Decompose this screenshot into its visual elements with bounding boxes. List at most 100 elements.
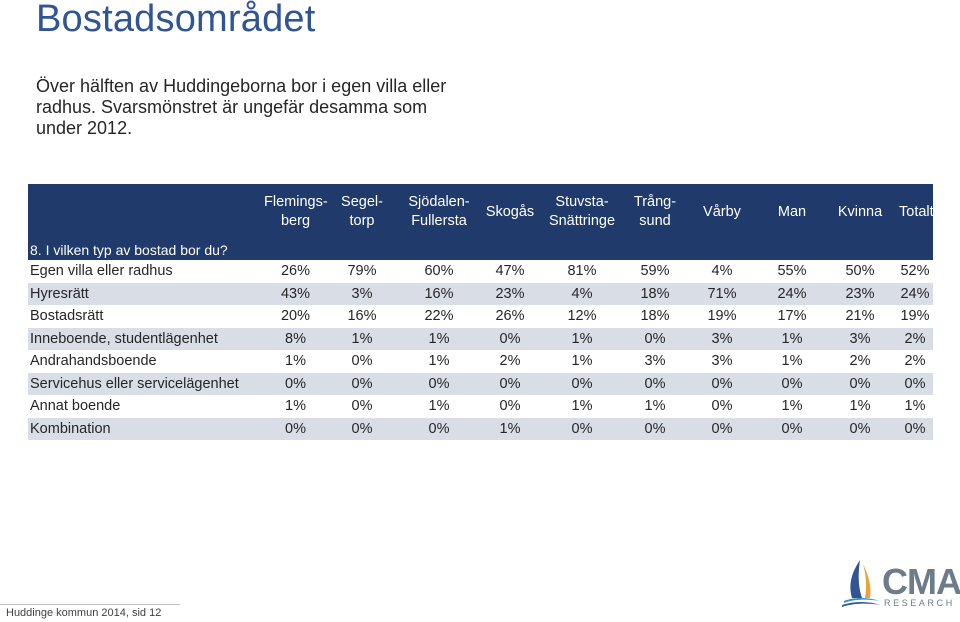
table-cell: 0% [683, 417, 761, 441]
table-cell: 1% [761, 395, 823, 418]
table-cell: 0% [483, 395, 537, 418]
column-header-line: Flemings- [264, 194, 328, 210]
table-cell: 1% [823, 395, 897, 418]
table-cell: 18% [627, 282, 683, 306]
column-header: Sjödalen- Fullersta [395, 184, 483, 240]
table-cell: 22% [395, 305, 483, 328]
table-cell: 24% [761, 282, 823, 306]
table-cell: 26% [262, 260, 329, 283]
table-row: Bostadsrätt 20% 16% 22% 26% 12% 18% 19% 17% 21% 19… [28, 305, 933, 328]
table-cell: 1% [483, 417, 537, 441]
table-row: Servicehus eller servicelägenhet 0% 0% 0% 0%… [28, 372, 933, 396]
column-header: Stuvsta- Snättringe [537, 184, 627, 240]
column-header-line: Vårby [703, 203, 741, 220]
column-header-line: Segel- [341, 194, 383, 210]
table-cell: 8% [262, 327, 329, 351]
results-table: Flemings-berg Segel-torp Sjödalen- Fullerst… [28, 184, 934, 441]
table-row: Egen villa eller radhus 26% 79% 60% 47% 81% 59… [28, 260, 933, 283]
table-cell: 4% [537, 282, 627, 306]
table-cell: 0% [329, 417, 395, 441]
sailboat-logo-icon [842, 560, 881, 607]
table-cell: 23% [483, 282, 537, 306]
table-cell: 0% [761, 372, 823, 396]
column-header-line: Kvinna [837, 203, 883, 220]
column-header-line: Snättringe [548, 213, 616, 229]
column-header: Vårby [683, 184, 761, 240]
row-label: Bostadsrätt [28, 305, 262, 328]
table-cell: 24% [897, 282, 933, 306]
footer-text: Huddinge kommun 2014, sid 12 [6, 607, 162, 619]
table-row: Inneboende, studentlägenhet 8% 1% 1% 0% 1% 0% 3… [28, 327, 933, 351]
table-cell: 23% [823, 282, 897, 306]
table-cell: 0% [897, 372, 933, 396]
table-row: Andrahandsboende 1% 0% 1% 2% 1% 3% 3% 1% 2% 2% [28, 350, 933, 373]
footer-divider [0, 604, 180, 605]
table-header-row: Flemings-berg Segel-torp Sjödalen- Fullerst… [28, 184, 934, 240]
column-header: Totalt [897, 184, 934, 240]
table-cell: 20% [262, 305, 329, 328]
table-cell: 2% [823, 350, 897, 373]
table-cell: 1% [262, 395, 329, 418]
table-cell: 0% [262, 372, 329, 396]
table-cell: 0% [823, 417, 897, 441]
table-cell: 52% [897, 260, 933, 283]
table-cell: 0% [395, 372, 483, 396]
table-cell: 3% [683, 350, 761, 373]
column-header-line: Sjödalen- [408, 194, 470, 210]
table-cell: 19% [897, 305, 933, 328]
table-cell: 1% [537, 327, 627, 351]
header-empty-cell [28, 184, 262, 240]
table-cell: 1% [395, 327, 483, 351]
table-cell: 71% [683, 282, 761, 306]
table-cell: 0% [627, 417, 683, 441]
table-row: Hyresrätt 43% 3% 16% 23% 4% 18% 71% 24% 23% 24% [28, 282, 933, 306]
table-cell: 1% [395, 395, 483, 418]
column-header: Segel-torp [329, 184, 395, 240]
table-cell: 16% [395, 282, 483, 306]
table-row: Annat boende 1% 0% 1% 0% 1% 1% 0% 1% 1% 1% [28, 395, 933, 418]
table-cell: 0% [329, 372, 395, 396]
table-cell: 81% [537, 260, 627, 283]
table-row: Kombination 0% 0% 0% 1% 0% 0% 0% 0% 0% 0% [28, 417, 933, 441]
table-cell: 3% [823, 327, 897, 351]
table-cell: 60% [395, 260, 483, 283]
table-cell: 0% [761, 417, 823, 441]
table-cell: 43% [262, 282, 329, 306]
table-cell: 1% [262, 350, 329, 373]
row-label: Annat boende [28, 395, 262, 418]
logo-wordmark: CMA [882, 561, 960, 602]
table-cell: 17% [761, 305, 823, 328]
table-cell: 59% [627, 260, 683, 283]
column-header-line: sund [639, 213, 671, 229]
column-header-line: Totalt [899, 203, 934, 220]
table-cell: 18% [627, 305, 683, 328]
column-header: Flemings-berg [262, 184, 329, 240]
table-cell: 47% [483, 260, 537, 283]
column-header-line: Fullersta [411, 213, 467, 229]
table-cell: 1% [761, 327, 823, 351]
row-label: Kombination [28, 417, 262, 441]
column-header-line: Stuvsta- [555, 194, 609, 210]
table-cell: 0% [897, 417, 933, 441]
question-label: 8. I vilken typ av bostad bor du? [28, 240, 933, 260]
table-cell: 0% [329, 350, 395, 373]
results-table-container: Flemings-berg Segel-torp Sjödalen- Fullerst… [28, 184, 934, 441]
table-cell: 1% [627, 395, 683, 418]
table-cell: 0% [262, 417, 329, 441]
table-cell: 0% [537, 372, 627, 396]
column-header-line: Trång- [633, 194, 677, 210]
row-label: Inneboende, studentlägenhet [28, 327, 262, 351]
logo-subtitle: RESEARCH [884, 598, 955, 608]
column-header: Kvinna [823, 184, 897, 240]
table-cell: 19% [683, 305, 761, 328]
column-header-line: berg [280, 213, 311, 229]
column-header: Man [761, 184, 823, 240]
table-cell: 16% [329, 305, 395, 328]
table-cell: 4% [683, 260, 761, 283]
table-cell: 0% [329, 395, 395, 418]
table-cell: 0% [683, 395, 761, 418]
column-header-line: Skogås [485, 203, 535, 220]
table-cell: 79% [329, 260, 395, 283]
table-cell: 2% [897, 350, 933, 373]
row-label: Egen villa eller radhus [28, 260, 262, 283]
